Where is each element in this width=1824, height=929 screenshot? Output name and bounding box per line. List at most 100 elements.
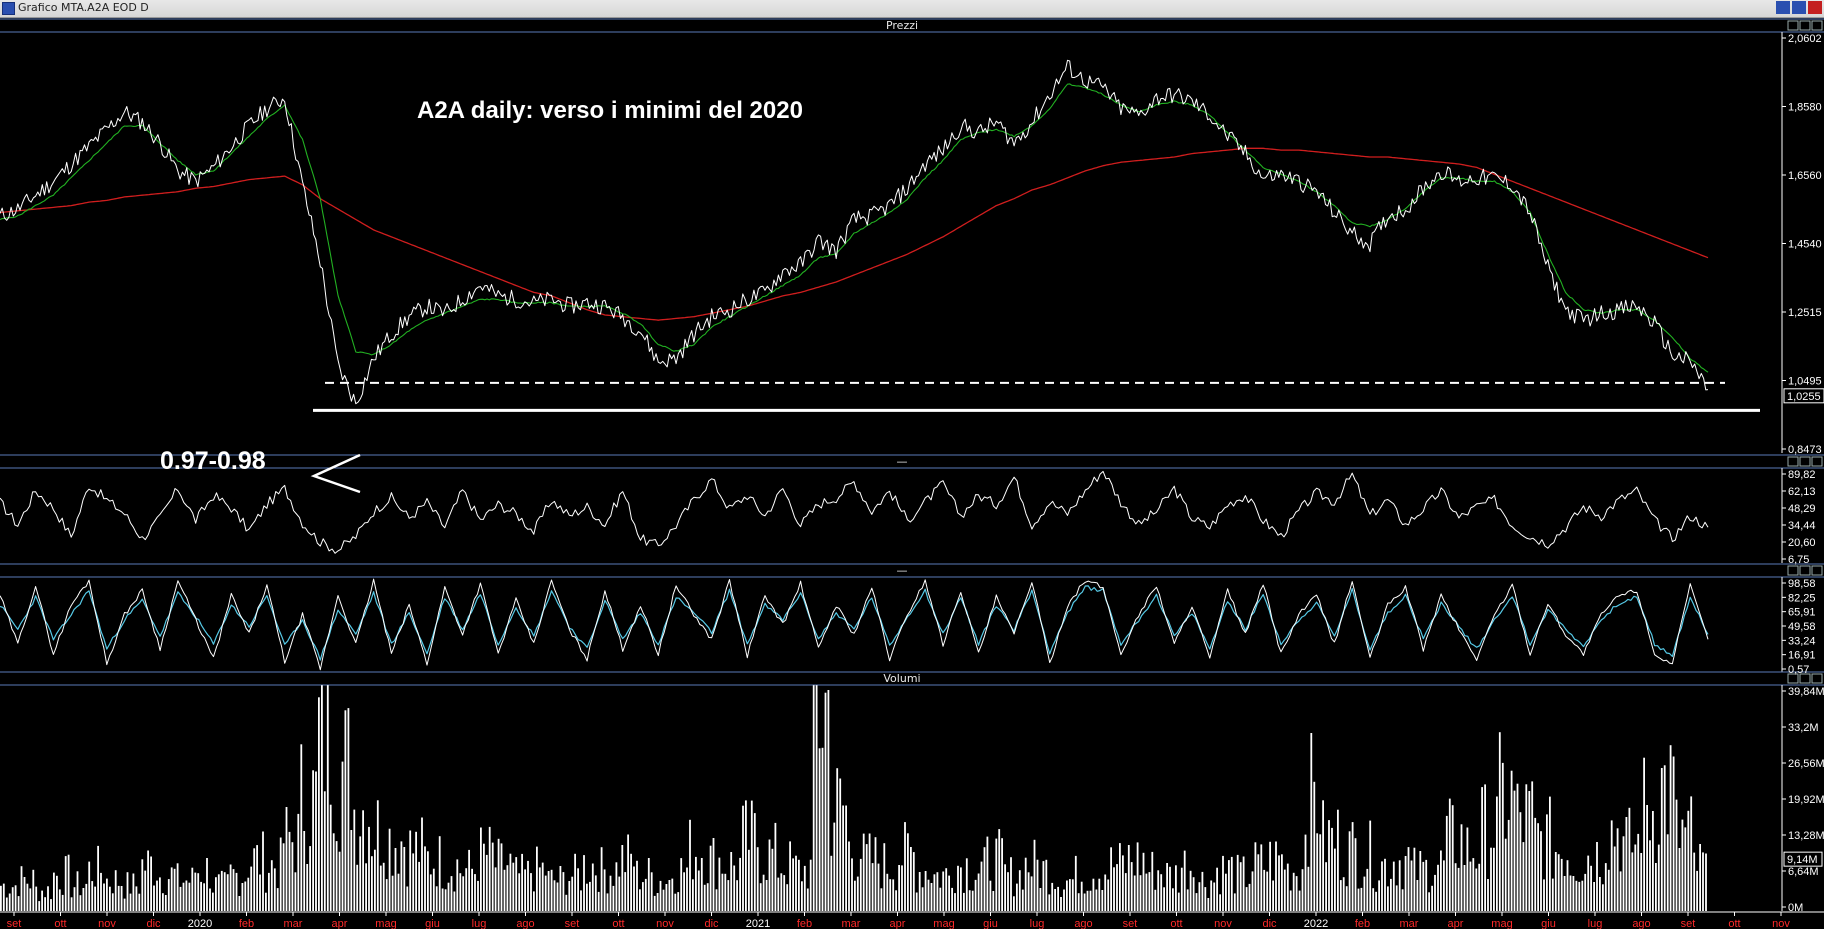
volume-bar [468, 849, 470, 911]
minimize-icon[interactable] [1776, 1, 1790, 14]
arrow-left-icon [310, 453, 361, 494]
volume-bar [1101, 890, 1104, 911]
volume-bar [1004, 864, 1006, 911]
panel-header [0, 564, 1824, 577]
volume-bar [939, 887, 942, 911]
volume-bar [650, 872, 653, 911]
volume-bar [150, 856, 152, 911]
volume-bar [58, 889, 61, 911]
volume-bar [553, 880, 556, 911]
volume-bar [686, 867, 688, 911]
volume-bar [1066, 880, 1068, 911]
volume-bar [1487, 879, 1489, 911]
volume-bar [480, 827, 482, 911]
volume-bar [429, 874, 432, 911]
last-value-box [1783, 388, 1824, 404]
volume-bar [1331, 827, 1333, 911]
volume-bar [733, 865, 736, 911]
volume-bar [474, 874, 476, 911]
volume-bar [223, 872, 226, 911]
volume-bar [141, 859, 144, 911]
volume-bar [618, 876, 621, 911]
maximize-icon[interactable] [1792, 1, 1806, 14]
volume-bar [1310, 733, 1313, 911]
volume-bar [385, 879, 388, 911]
y-tick-label: 33,2M [1788, 722, 1819, 734]
volume-bar [1484, 784, 1486, 911]
volume-bar [1666, 834, 1669, 911]
volume-bar [450, 876, 453, 911]
volume-bar [26, 883, 29, 911]
volume-bar [1387, 886, 1389, 911]
volume-bar [1596, 842, 1598, 911]
volume-bar [1192, 877, 1195, 911]
chart-area[interactable]: Prezzi — — Volumi 2,0602 1,8580 1,6560 1,4540 1… [0, 18, 1824, 929]
volume-bar [589, 881, 591, 911]
volume-bar [1281, 854, 1283, 911]
x-tick-label: mar [1400, 918, 1419, 929]
volume-bar [256, 845, 258, 911]
volume-bar [730, 852, 733, 911]
volume-bar [1602, 884, 1604, 911]
volume-bar [447, 882, 450, 911]
volume-bar [262, 831, 264, 911]
volume-bar [986, 836, 989, 911]
volume-bar [910, 847, 912, 911]
x-tick-label: set [1123, 918, 1138, 929]
volume-bar [1160, 874, 1163, 911]
x-tick-label: ago [1074, 918, 1092, 929]
volume-bar [980, 861, 983, 911]
volume-bar [727, 880, 730, 911]
x-tick-label: ott [1170, 918, 1182, 929]
volume-bar [1669, 745, 1672, 911]
volume-bar [1195, 893, 1198, 911]
volume-bar [1063, 889, 1065, 911]
volume-bar [1434, 874, 1436, 911]
volume-bar [1457, 867, 1460, 911]
volume-bar [1410, 860, 1413, 911]
volume-bar [41, 890, 43, 911]
volume-bar [103, 883, 105, 911]
y-tick-label: 65,91 [1788, 607, 1816, 619]
volume-bar [1233, 893, 1236, 911]
volume-bar [798, 859, 800, 911]
volume-bar [1292, 872, 1295, 911]
volume-bar [1472, 858, 1475, 911]
x-tick-label: set [1681, 918, 1696, 929]
volume-bar [176, 863, 179, 911]
volume-bar [715, 889, 718, 911]
volume-bar [1507, 819, 1510, 911]
volume-bar [403, 847, 406, 911]
volume-bar [718, 857, 721, 911]
volume-bar [1587, 855, 1590, 911]
volume-bar [642, 882, 644, 911]
volume-bar [895, 890, 897, 911]
volume-bar [1581, 880, 1584, 911]
volume-bar [1298, 890, 1301, 911]
volume-bar [1018, 870, 1021, 911]
volume-bar [1021, 889, 1024, 911]
volume-bar [279, 837, 282, 911]
volume-bar [412, 853, 415, 911]
volume-bar [762, 874, 765, 911]
volume-bar [915, 892, 918, 911]
close-icon[interactable] [1808, 1, 1822, 14]
volume-bar [1013, 896, 1015, 911]
volume-bar [1286, 863, 1289, 911]
volume-bar [851, 858, 853, 911]
volume-bar [253, 848, 256, 911]
volume-bar [1071, 879, 1074, 911]
panel-title: — [897, 455, 908, 468]
x-tick-label: giu [425, 918, 440, 929]
volume-bar [368, 826, 370, 911]
volume-bar [1207, 898, 1210, 911]
volume-bar [1693, 852, 1696, 911]
volume-bar [583, 855, 585, 911]
volume-bar [700, 858, 703, 911]
volume-bar [64, 856, 67, 911]
volume-bar [783, 875, 786, 911]
volume-bar [1413, 847, 1416, 911]
window-titlebar[interactable]: Grafico MTA.A2A EOD D [0, 0, 1824, 18]
y-tick-label: 62,13 [1788, 486, 1816, 498]
volume-bar [1092, 878, 1095, 911]
